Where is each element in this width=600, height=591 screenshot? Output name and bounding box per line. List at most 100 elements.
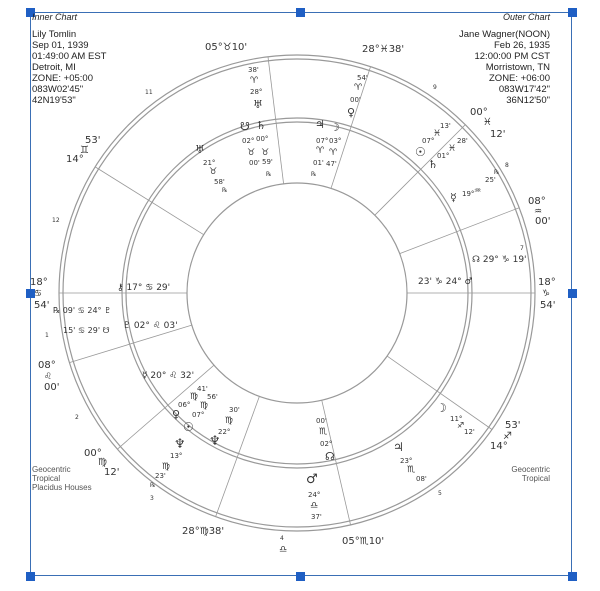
- cusp-label: 53': [505, 420, 520, 431]
- cusp-label: 28°♍38': [182, 526, 224, 537]
- cusp-label: 05°♏10': [342, 536, 384, 547]
- house-cusp-line: [94, 166, 204, 236]
- house-cusp-line: [321, 400, 351, 525]
- planet-label: ♍: [225, 416, 233, 426]
- planet-label: ☽: [330, 121, 340, 134]
- planet-label: ℞: [150, 482, 155, 489]
- planet-label: ♎: [310, 501, 318, 511]
- planet-label: 19°: [462, 190, 474, 198]
- cusp-label: 00': [44, 382, 59, 393]
- resize-handle-top-left[interactable]: [26, 8, 35, 17]
- planet-label: 38': [248, 66, 259, 74]
- planet-label: ♂: [306, 472, 318, 487]
- planet-label: ♍: [162, 462, 170, 472]
- cusp-label: 08°: [528, 196, 546, 207]
- house-number: 2: [75, 414, 79, 421]
- planet-label: 06°: [178, 401, 190, 409]
- planet-label: 07°: [422, 137, 434, 145]
- cusp-label: 00°: [470, 107, 488, 118]
- planet-label: ☊ 29° ♑ 19': [472, 255, 527, 265]
- resize-handle-bottom[interactable]: [296, 572, 305, 581]
- resize-handle-bottom-right[interactable]: [568, 572, 577, 581]
- planet-label: 07°: [316, 137, 328, 145]
- resize-handle-bottom-left[interactable]: [26, 572, 35, 581]
- planet-label: ♅: [195, 143, 205, 156]
- planet-label: ♏: [407, 465, 415, 475]
- outer-place: Morristown, TN: [485, 62, 550, 73]
- planet-label: 25': [485, 176, 496, 184]
- planet-label: 58': [214, 178, 225, 186]
- house-cusp-line: [267, 56, 284, 184]
- planet-label: 13': [440, 122, 451, 130]
- house-cusp-line: [215, 396, 260, 517]
- cusp-label: 00': [535, 216, 550, 227]
- planet-label: 00': [350, 96, 361, 104]
- cusp-label: 28°♓38': [362, 44, 404, 55]
- planet-label: ♈: [316, 146, 325, 156]
- resize-handle-left[interactable]: [26, 289, 35, 298]
- cusp-label: 54': [34, 300, 49, 311]
- planet-label: 22°: [218, 428, 230, 436]
- footer-house-system: Placidus Houses: [32, 483, 92, 492]
- house-number: 7: [520, 245, 524, 252]
- planet-label: ♉: [247, 148, 255, 158]
- resize-handle-top[interactable]: [296, 8, 305, 17]
- planet-label: ☽: [436, 401, 447, 415]
- resize-handle-right[interactable]: [568, 289, 577, 298]
- outer-chart-title: Outer Chart: [502, 12, 550, 22]
- planet-label: ♈: [250, 76, 259, 86]
- house-cusp-line: [69, 324, 192, 363]
- footer-geocentric: Geocentric: [511, 465, 550, 474]
- planet-label: ☉: [183, 420, 194, 434]
- cusp-label: ♐: [503, 431, 512, 442]
- planet-label: 01°: [437, 152, 449, 160]
- inner-chart-footer: Geocentric Tropical Placidus Houses: [32, 465, 92, 492]
- house-cusp-line: [117, 364, 215, 450]
- house-number: 3: [150, 495, 154, 502]
- planet-label: 28°: [250, 88, 262, 96]
- cusp-label: 08°: [38, 360, 56, 371]
- cusp-label: 54': [540, 300, 555, 311]
- cusp-label: 12': [104, 467, 119, 478]
- planet-label: ♒: [474, 186, 481, 195]
- planet-label: 11°: [450, 415, 462, 423]
- inner-chart-title: Inner Chart: [32, 12, 78, 22]
- cusp-label: 18°: [30, 277, 48, 288]
- planet-label: ♉: [209, 167, 217, 177]
- planet-label: ℞: [311, 171, 316, 178]
- cusp-label: ♋: [34, 289, 42, 299]
- planet-label: 28': [457, 137, 468, 145]
- cusp-label: ♍: [98, 457, 107, 468]
- outer-chart-info: Outer Chart Jane Wagner(NOON) Feb 26, 19…: [459, 12, 550, 106]
- planet-label: 15' ♋ 29' ☋: [63, 326, 110, 335]
- planet-label: 23': [155, 472, 166, 480]
- cusp-label: 00°: [84, 448, 102, 459]
- planet-label: ♄: [256, 119, 266, 132]
- cusp-label: 53': [85, 135, 100, 146]
- resize-handle-top-right[interactable]: [568, 8, 577, 17]
- planet-label: 02°: [320, 440, 332, 448]
- outer-zone: ZONE: +06:00: [489, 73, 550, 84]
- house-number: 11: [145, 89, 153, 96]
- outer-date: Feb 26, 1935: [494, 40, 550, 51]
- planet-label: ♉: [261, 148, 269, 158]
- inner-latitude: 42N19'53": [32, 95, 76, 106]
- planet-label: ♃: [393, 440, 404, 454]
- planet-label: ♅: [253, 98, 263, 111]
- planet-label: ♀: [172, 408, 180, 421]
- inner-time: 01:49:00 AM EST: [32, 51, 107, 62]
- cusp-label: ♒: [534, 207, 542, 217]
- planet-label: ♎: [279, 545, 287, 555]
- cusp-label: ♓: [483, 117, 492, 128]
- inner-zone: ZONE: +05:00: [32, 73, 93, 84]
- planet-label: ♃: [315, 118, 325, 131]
- cusp-label: 12': [490, 129, 505, 140]
- planet-label: ♓: [448, 144, 456, 154]
- outer-latitude: 36N12'50": [506, 95, 550, 106]
- planet-label: ♐: [457, 421, 464, 430]
- planet-label: 03°: [329, 137, 341, 145]
- cusp-label: ♊: [80, 145, 89, 156]
- footer-tropical: Tropical: [32, 474, 61, 483]
- house-number: 1: [45, 332, 49, 339]
- planet-label: ℞: [222, 187, 227, 194]
